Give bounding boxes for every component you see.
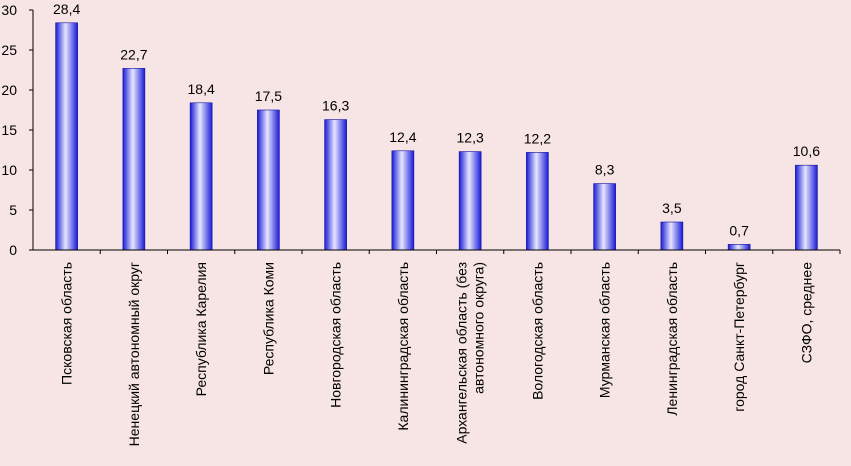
bar	[795, 164, 818, 251]
bar	[660, 221, 684, 251]
data-label: 16,3	[322, 98, 349, 114]
bar	[189, 102, 213, 251]
category-label: Псковская область	[59, 262, 75, 385]
category-label-line: Мурманская область	[597, 262, 613, 398]
data-label: 12,2	[524, 130, 551, 146]
category-label-line: СЗФО, среднее	[798, 262, 814, 364]
bar	[593, 183, 616, 251]
bar	[257, 109, 280, 251]
y-tick-label: 30	[1, 2, 17, 18]
bar	[727, 244, 751, 251]
category-label-line: город Санкт-Петербург	[731, 262, 747, 412]
category-label-line: Калининградская область	[395, 262, 411, 431]
data-label: 12,4	[389, 129, 416, 145]
category-label: город Санкт-Петербург	[731, 262, 747, 412]
y-axis: 0 5 10 15 20 25 30	[1, 2, 34, 258]
bars	[55, 22, 818, 251]
category-label-line: Псковская область	[59, 262, 75, 385]
y-tick-label: 15	[1, 122, 17, 138]
category-label-line: Ненецкий автономный округ	[126, 262, 142, 446]
category-label: СЗФО, среднее	[798, 262, 814, 364]
bar	[55, 22, 78, 251]
data-labels: 28,4 22,7 18,4 17,5 16,3 12,4 12,3 12,2 8,3 3,5 0,…	[53, 1, 820, 239]
data-label: 28,4	[53, 1, 80, 17]
data-label: 10,6	[793, 143, 820, 159]
data-label: 17,5	[255, 88, 282, 104]
bar	[526, 152, 549, 251]
category-label-line: Республика Коми	[260, 262, 276, 375]
bar	[458, 151, 482, 251]
category-label: Мурманская область	[597, 262, 613, 398]
category-label: Ленинградская область	[664, 262, 680, 416]
data-label: 8,3	[595, 162, 615, 178]
category-label: Республика Карелия	[193, 262, 209, 396]
y-tick-label: 10	[1, 162, 17, 178]
data-label: 22,7	[120, 46, 147, 62]
bar	[324, 119, 347, 251]
category-label: Вологодская область	[529, 262, 545, 400]
data-label: 3,5	[662, 200, 682, 216]
y-tick-label: 5	[9, 202, 17, 218]
category-label: Ненецкий автономный округ	[126, 262, 142, 446]
category-label-line: Новгородская область	[328, 262, 344, 408]
category-label-line: Ленинградская область	[664, 262, 680, 416]
category-label-line: Республика Карелия	[193, 262, 209, 396]
bar	[122, 68, 146, 251]
y-tick-label: 0	[9, 242, 17, 258]
category-label-line: автономного округа)	[471, 262, 487, 394]
category-label-line: Архангельская область (без	[454, 262, 470, 444]
category-label-line: Вологодская область	[529, 262, 545, 400]
bar	[391, 150, 415, 251]
data-label: 12,3	[457, 130, 484, 146]
category-label: Калининградская область	[395, 262, 411, 431]
data-label: 18,4	[188, 81, 215, 97]
category-label: Новгородская область	[328, 262, 344, 408]
x-axis: Псковская область Ненецкий автономный окр…	[33, 249, 841, 446]
data-label: 0,7	[729, 222, 749, 238]
y-tick-label: 20	[1, 82, 17, 98]
category-label: Республика Коми	[260, 262, 276, 375]
y-tick-label: 25	[1, 42, 17, 58]
category-label: Архангельская область (без автономного ок…	[454, 262, 487, 444]
